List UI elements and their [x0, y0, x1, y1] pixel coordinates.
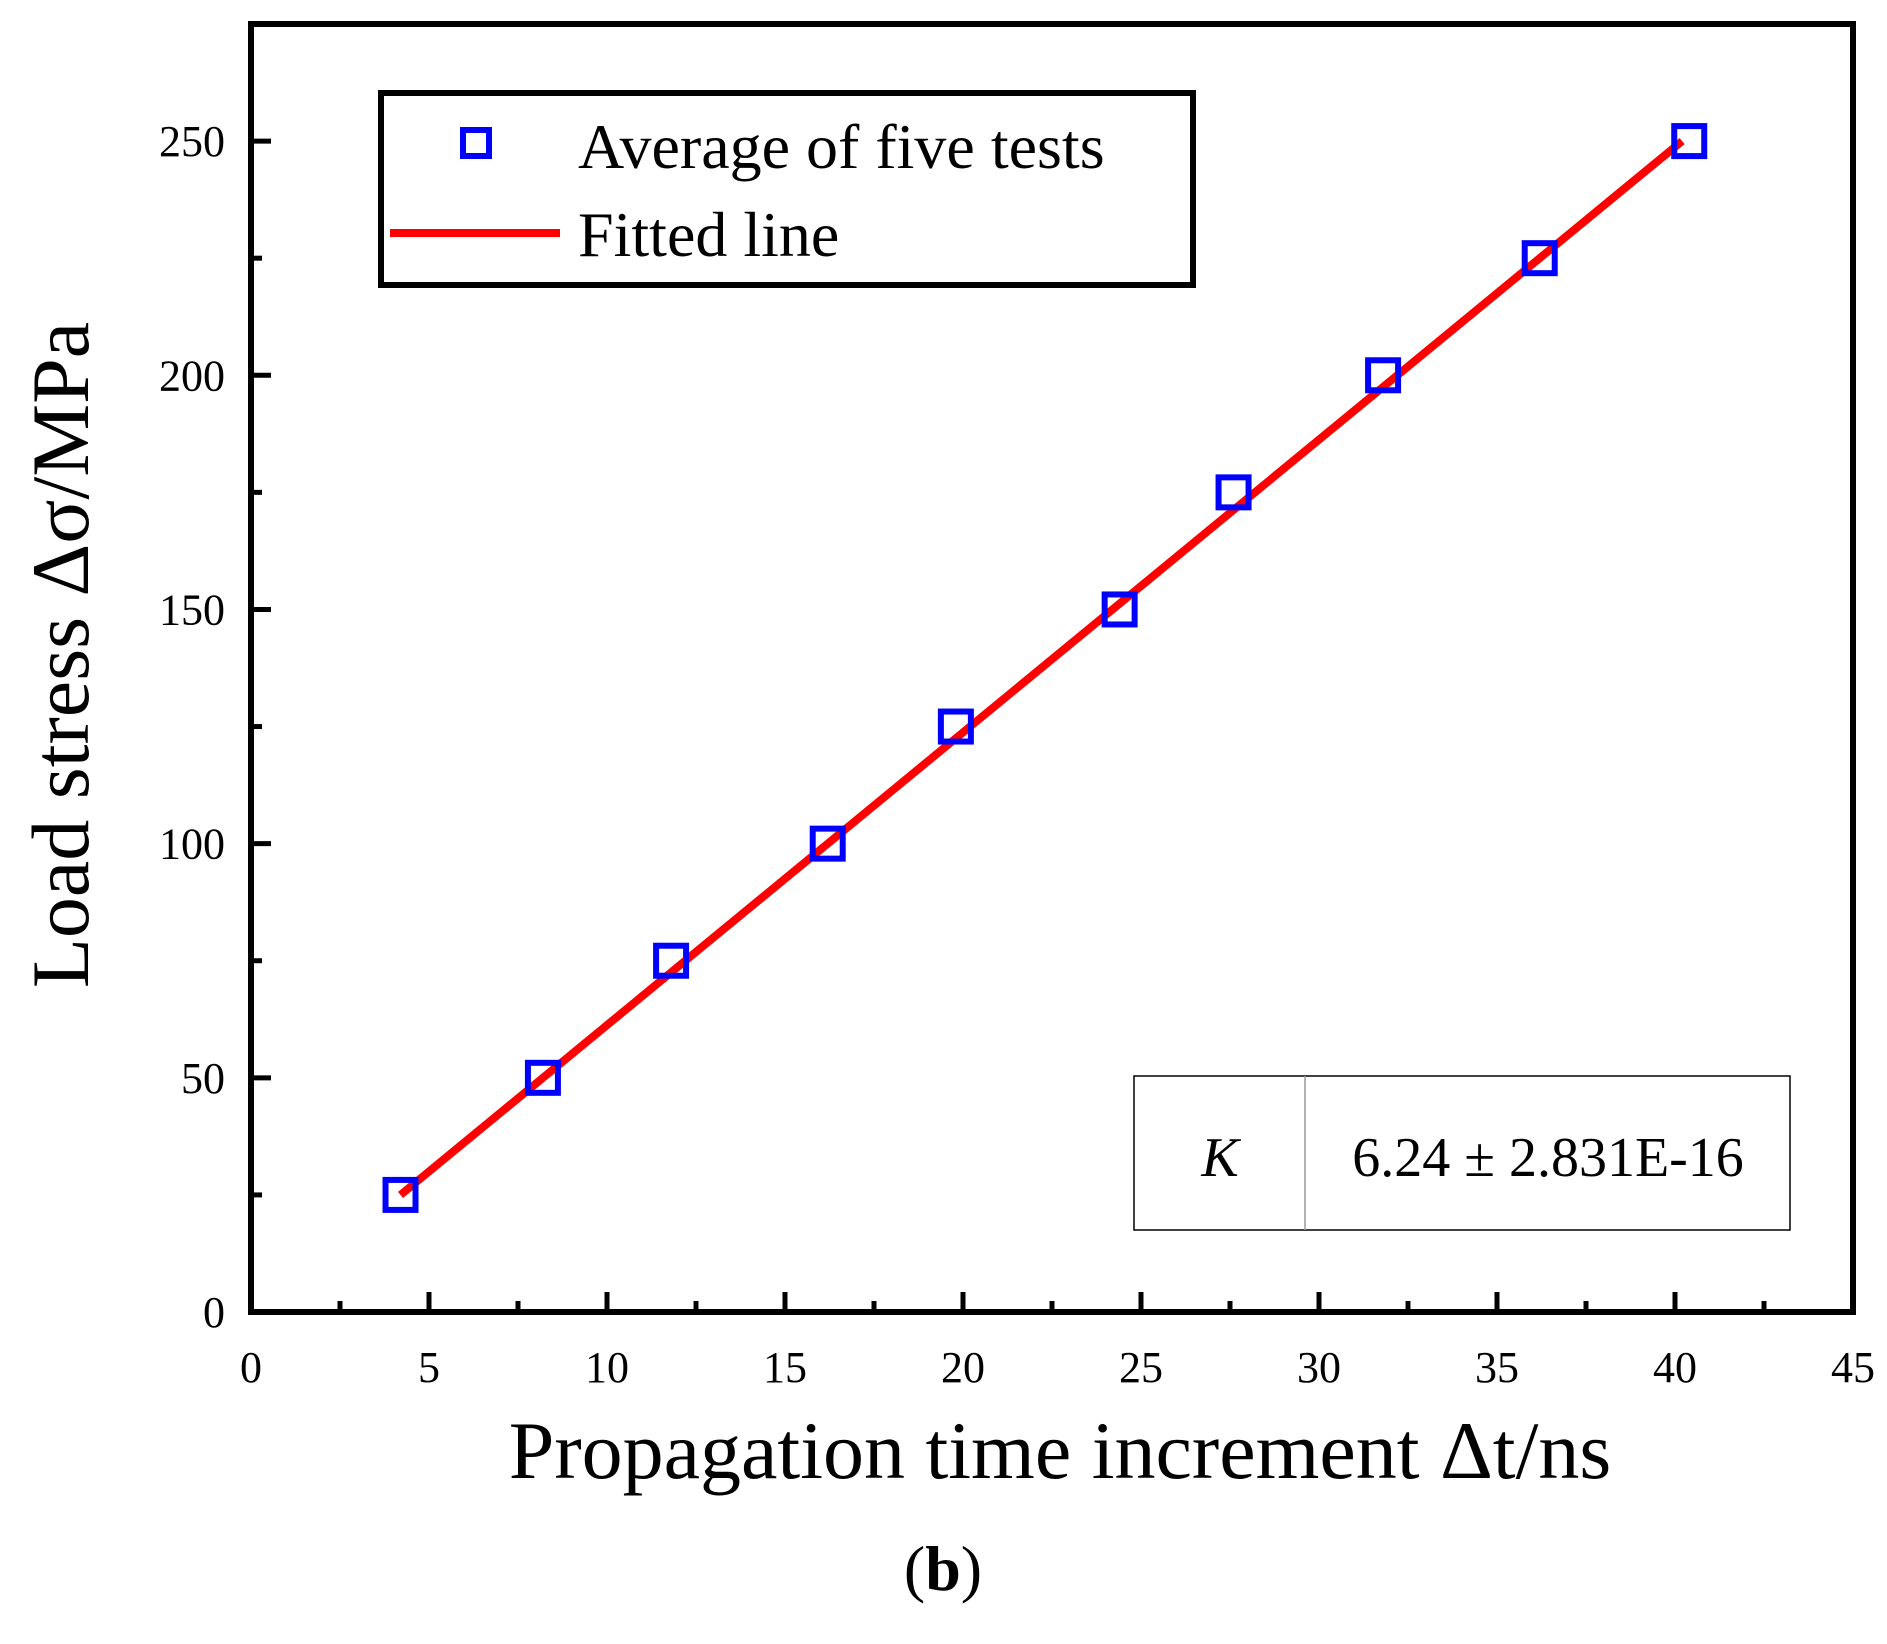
x-tick-label: 35	[1475, 1343, 1519, 1392]
y-axis-title: Load stress Δσ/MPa	[15, 322, 106, 988]
x-tick-label: 25	[1119, 1343, 1163, 1392]
legend-label-average: Average of five tests	[578, 111, 1105, 182]
x-tick-label: 20	[941, 1343, 985, 1392]
data-point	[653, 942, 690, 979]
x-tick-label: 40	[1653, 1343, 1697, 1392]
x-tick-label: 10	[585, 1343, 629, 1392]
y-tick-label: 250	[159, 117, 225, 166]
data-point	[1365, 357, 1402, 394]
x-tick-label: 45	[1831, 1343, 1875, 1392]
legend-marker-average	[460, 127, 492, 159]
data-point	[937, 708, 974, 745]
ticks: 0 5 10 15 20 25 30 35 40 45 0 50 100 150 200 250	[159, 117, 1875, 1392]
y-tick-label: 50	[181, 1054, 225, 1103]
stats-table-box	[1133, 1075, 1791, 1231]
data-point	[809, 825, 846, 862]
x-tick-label: 0	[240, 1343, 262, 1392]
x-tick-label: 30	[1297, 1343, 1341, 1392]
legend-box	[378, 90, 1196, 288]
data-point	[524, 1059, 561, 1096]
data-point	[1521, 240, 1558, 277]
y-tick-label: 200	[159, 351, 225, 400]
panel-label: (b)	[904, 1533, 982, 1604]
fitted-line-layer	[397, 138, 1685, 1198]
y-tick-label: 0	[203, 1288, 225, 1337]
x-tick-label: 5	[418, 1343, 440, 1392]
y-tick-label: 100	[159, 820, 225, 869]
panel-label-open-paren: (	[904, 1533, 925, 1604]
data-point	[382, 1176, 419, 1213]
legend-label-fitted: Fitted line	[578, 199, 839, 270]
x-axis-title: Propagation time increment Δt/ns	[509, 1405, 1612, 1496]
panel-label-close-paren: )	[961, 1533, 982, 1604]
stats-table: K 6.24 ± 2.831E-16	[1133, 1075, 1791, 1231]
data-point	[1671, 123, 1708, 160]
fitted-line	[397, 138, 1685, 1198]
panel-label-letter: b	[925, 1533, 961, 1604]
x-tick-label: 15	[763, 1343, 807, 1392]
stats-label: K	[1200, 1127, 1241, 1189]
stats-value: 6.24 ± 2.831E-16	[1352, 1127, 1744, 1189]
data-point	[1215, 474, 1252, 511]
legend: Average of five tests Fitted line	[378, 90, 1196, 288]
data-points	[382, 123, 1708, 1213]
data-point	[1101, 591, 1138, 628]
y-tick-label: 150	[159, 585, 225, 634]
